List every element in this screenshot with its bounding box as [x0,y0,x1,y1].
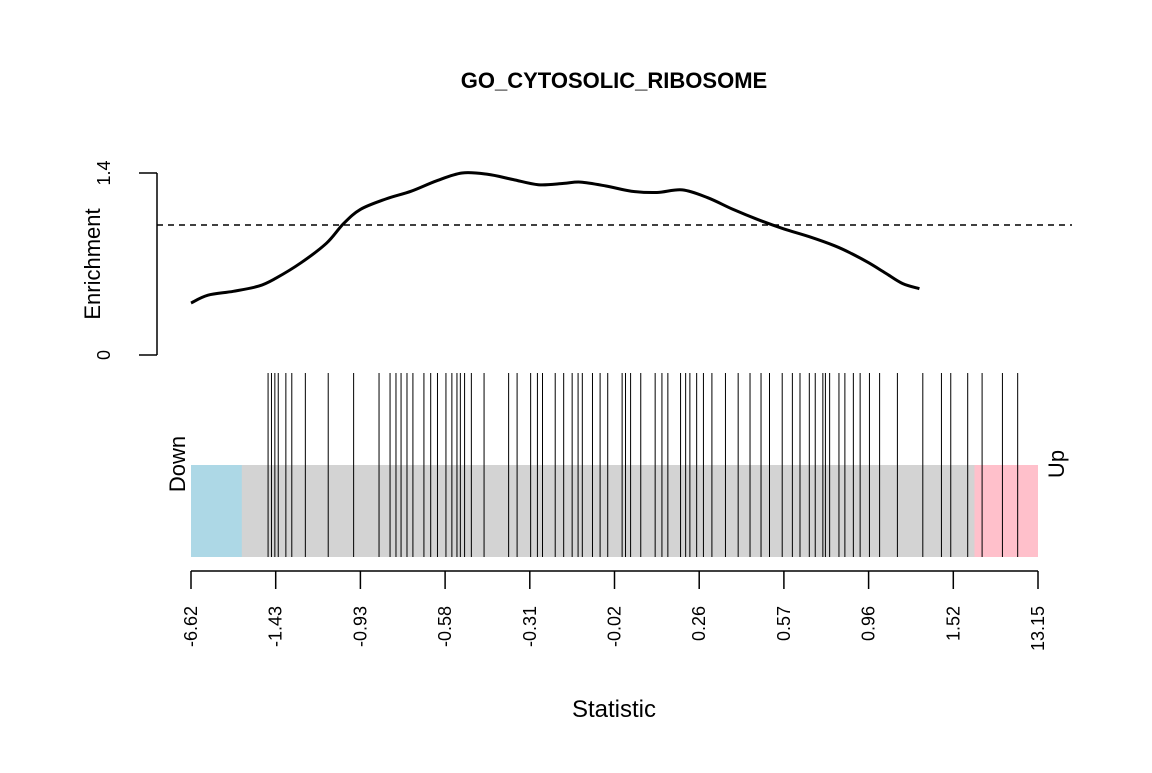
chart-title: GO_CYTOSOLIC_RIBOSOME [461,68,767,93]
x-tick-label: 0.96 [859,606,879,641]
down-label: Down [165,436,190,492]
x-axis: -6.62 -1.43 -0.93 -0.58 -0.31 -0.02 0.26 0.57 0.… [181,570,1048,723]
x-tick-label: -0.58 [435,606,455,647]
x-axis-label: Statistic [572,696,656,723]
gene-lines [267,373,1019,557]
barcode-middle-region [191,465,1038,557]
x-tick-label: 0.57 [774,606,794,641]
barcode-panel: Down Up [165,373,1069,557]
up-label: Up [1044,450,1069,478]
enrichment-y-axis-label: Enrichment [80,208,105,319]
enrichment-y-tick-label-max: 1.4 [94,160,114,185]
enrichment-curve [190,171,920,305]
x-tick-label: -6.62 [181,606,201,647]
x-tick-label: 1.52 [943,606,963,641]
x-tick-label: 0.26 [689,606,709,641]
x-tick-label: -0.31 [520,606,540,647]
enrichment-panel: 0 1.4 Enrichment [80,160,1072,360]
x-tick-label: -1.43 [266,606,286,647]
enrichment-y-tick-label-min: 0 [94,350,114,360]
barcode-down-region [191,465,242,557]
x-ticks: -6.62 -1.43 -0.93 -0.58 -0.31 -0.02 0.26 0.57 0.… [181,571,1048,651]
barcode-up-region [974,465,1038,557]
x-tick-label: 13.15 [1028,606,1048,651]
x-tick-label: -0.93 [350,606,370,647]
x-tick-label: -0.02 [605,606,625,647]
